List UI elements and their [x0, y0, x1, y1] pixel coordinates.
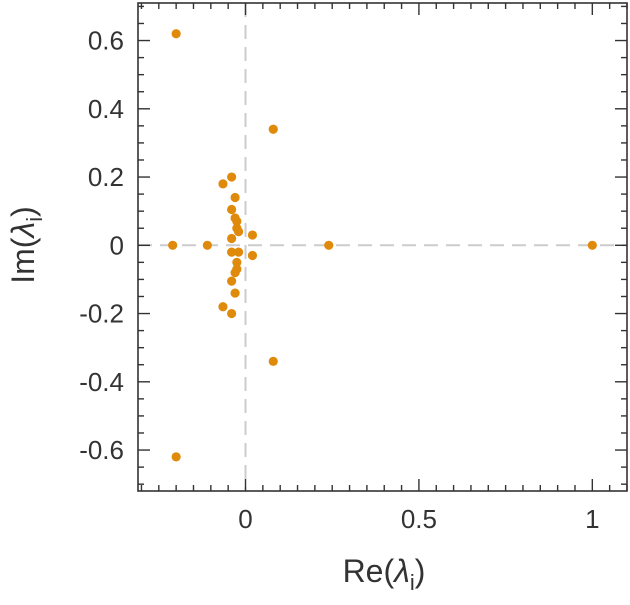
x-tick-label: 1: [585, 504, 599, 534]
eigenvalue-point: [202, 240, 212, 250]
eigenvalue-point: [171, 29, 181, 39]
eigenvalue-point: [227, 172, 237, 182]
eigenvalue-point: [227, 233, 237, 244]
eigenvalue-point: [230, 288, 240, 298]
eigenvalue-point: [232, 264, 242, 274]
y-tick-label: 0.4: [88, 94, 124, 124]
eigenvalue-point: [227, 276, 237, 286]
eigenvalue-point: [230, 192, 240, 203]
eigenvalue-point: [232, 216, 242, 227]
y-axis-label: Im(λi): [5, 206, 47, 284]
x-tick-label: 0.5: [401, 504, 437, 534]
eigenvalue-point: [171, 452, 181, 462]
y-tick-label: -0.6: [79, 435, 124, 465]
x-axis-label: Re(λi): [343, 553, 426, 595]
axis-ticks: [138, 3, 628, 491]
eigenvalue-point: [587, 240, 597, 250]
eigenvalue-point: [168, 240, 178, 250]
reference-lines: [138, 3, 627, 491]
y-tick-label: -0.4: [79, 367, 124, 397]
y-tick-label: 0: [110, 230, 124, 260]
eigenvalue-point: [232, 257, 242, 267]
tick-labels: 0 0.5 1 0.6 0.4 0.2 0 -0.2 -0.4 -0.6: [79, 26, 599, 534]
y-tick-label: 0.6: [88, 26, 124, 56]
eigenvalue-point: [233, 247, 244, 257]
y-tick-label: -0.2: [79, 299, 124, 329]
data-points: [168, 29, 597, 462]
eigenvalue-point: [233, 227, 244, 237]
y-tick-label: 0.2: [88, 162, 124, 192]
eigenvalue-point: [227, 204, 237, 215]
eigenvalue-point: [268, 356, 278, 366]
plot-frame: [137, 2, 628, 492]
eigenvalue-point: [268, 124, 278, 134]
eigenvalue-point: [247, 230, 258, 240]
x-tick-label: 0: [238, 504, 252, 534]
eigenvalue-point: [247, 250, 258, 261]
eigenvalue-point: [227, 247, 237, 257]
eigenvalue-point: [218, 302, 228, 312]
eigenvalue-point: [324, 240, 334, 250]
eigenvalue-point: [218, 179, 228, 189]
eigenvalue-point: [227, 308, 237, 319]
